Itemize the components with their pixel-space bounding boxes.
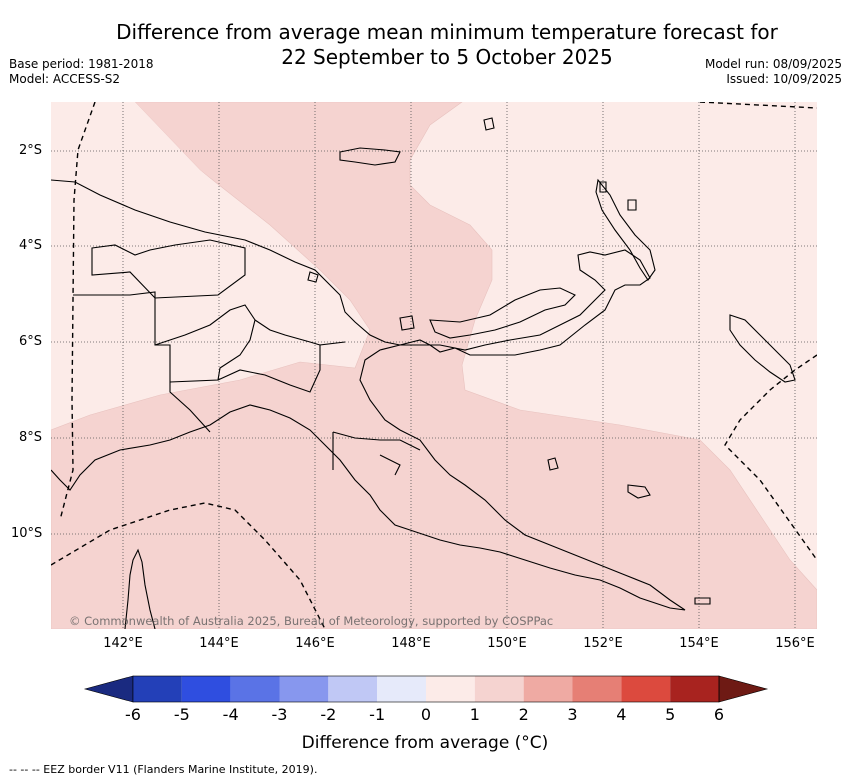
lon-label: 142°E: [103, 636, 143, 651]
colorbar-title: Difference from average (°C): [301, 733, 549, 753]
lon-label: 146°E: [295, 636, 335, 651]
issued-date: Issued: 10/09/2025: [726, 72, 842, 86]
colorbar-segment: [181, 676, 231, 702]
lon-label: 156°E: [775, 636, 815, 651]
title-line-2: 22 September to 5 October 2025: [281, 45, 613, 69]
base-period: Base period: 1981-2018: [9, 57, 154, 71]
anomaly-band-0-1-patch: [51, 102, 260, 345]
colorbar-tick-label: 2: [518, 705, 529, 724]
lat-label: 4°S: [19, 238, 43, 253]
new-britain-coast: [429, 287, 576, 339]
title-line-1: Difference from average mean minimum tem…: [116, 20, 778, 44]
bougainville-coast: [729, 314, 796, 383]
model-name: Model: ACCESS-S2: [9, 72, 121, 86]
meta-left: Base period: 1981-2018 Model: ACCESS-S2: [9, 57, 154, 87]
colorbar-tick-label: 3: [567, 705, 578, 724]
colorbar-tick-label: 0: [420, 705, 432, 724]
colorbar-frame: [132, 675, 720, 703]
colorbar-tick-label: 6: [713, 705, 725, 724]
colorbar-tick-label: -3: [271, 705, 288, 724]
manus-island-coast: [339, 147, 401, 166]
lat-label: 8°S: [19, 430, 43, 445]
lon-label: 150°E: [487, 636, 527, 651]
lon-label: 152°E: [583, 636, 623, 651]
colorbar-segment: [230, 676, 280, 702]
model-run: Model run: 08/09/2025: [704, 57, 842, 71]
eez-legend-note: -- -- -- EEZ border V11 (Flanders Marine…: [9, 763, 318, 776]
admin-borders: [73, 239, 421, 476]
anomaly-band-1-2: [51, 102, 817, 629]
new-guinea-coast: [51, 179, 686, 611]
lat-label: 6°S: [19, 334, 43, 349]
colorbar-segment: [426, 676, 475, 702]
lon-label: 148°E: [391, 636, 431, 651]
colorbar-segment: [328, 676, 378, 702]
new-ireland-coast: [595, 178, 656, 281]
png-indonesia-border: [73, 291, 211, 433]
colorbar-segment: [670, 676, 719, 702]
colorbar-tick-label: -5: [173, 705, 190, 724]
colorbar-extend-low: [83, 675, 134, 703]
colorbar-tick-label: -2: [320, 705, 337, 724]
coastlines: [51, 117, 796, 629]
colorbar-segment: [474, 676, 524, 702]
colorbar-segment: [133, 676, 182, 702]
colorbar-segment: [621, 676, 671, 702]
cape-york-coast: [124, 548, 156, 629]
colorbar-segment: [523, 676, 573, 702]
lon-label: 154°E: [679, 636, 719, 651]
graticule: [51, 102, 817, 629]
eez-borders: [51, 102, 817, 629]
map-title: Difference from average mean minimum tem…: [80, 20, 814, 70]
colorbar-tick-label: 1: [469, 705, 480, 724]
lat-label: 10°S: [11, 526, 43, 541]
colorbar-tick-label: -1: [369, 705, 386, 724]
lon-label: 144°E: [199, 636, 239, 651]
lat-label: 2°S: [19, 143, 43, 158]
colorbar-tick-label: -6: [125, 705, 141, 724]
colorbar-extend-high: [718, 675, 769, 703]
colorbar-segment: [279, 676, 329, 702]
copyright-notice: © Commonwealth of Australia 2025, Bureau…: [69, 614, 554, 628]
colorbar: [83, 675, 769, 703]
colorbar-tick-label: 4: [616, 705, 627, 724]
meta-right: Model run: 08/09/2025 Issued: 10/09/2025: [705, 57, 842, 87]
colorbar-segment: [377, 676, 426, 702]
colorbar-segment: [572, 676, 622, 702]
colorbar-tick-label: 5: [665, 705, 676, 724]
colorbar-tick-label: -4: [222, 705, 239, 724]
